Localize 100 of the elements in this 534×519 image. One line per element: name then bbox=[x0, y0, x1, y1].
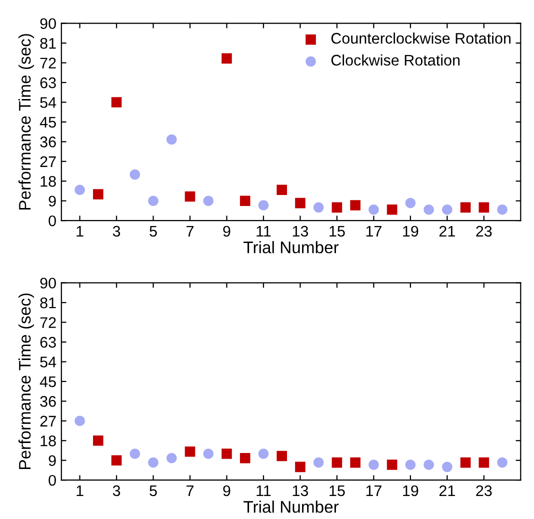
y-axis-title: Performance Time (sec) bbox=[18, 294, 34, 470]
y-tick-label: 72 bbox=[40, 58, 56, 68]
point bbox=[222, 448, 232, 459]
y-tick-label: 72 bbox=[40, 317, 56, 328]
point bbox=[222, 53, 232, 64]
point bbox=[332, 202, 342, 213]
x-tick-label: 11 bbox=[256, 226, 271, 237]
point bbox=[130, 169, 140, 180]
point bbox=[442, 204, 452, 215]
point bbox=[313, 202, 324, 213]
point bbox=[240, 196, 250, 206]
x-tick-label: 5 bbox=[150, 226, 157, 237]
x-tick-label: 3 bbox=[112, 485, 120, 496]
x-tick-label: 1 bbox=[76, 485, 84, 496]
x-tick-label: 9 bbox=[223, 485, 230, 496]
point bbox=[74, 184, 85, 196]
point bbox=[148, 196, 158, 206]
y-tick-label: 63 bbox=[40, 336, 56, 348]
point bbox=[460, 202, 471, 213]
y-tick-label: 81 bbox=[40, 297, 56, 308]
point bbox=[405, 198, 416, 208]
x-tick-label: 11 bbox=[256, 485, 271, 496]
point bbox=[295, 462, 306, 472]
point bbox=[424, 204, 434, 215]
point bbox=[184, 191, 196, 202]
point bbox=[386, 460, 398, 470]
point bbox=[258, 448, 269, 459]
y-tick-label: 0 bbox=[48, 215, 56, 226]
point bbox=[74, 416, 85, 426]
x-tick-label: 13 bbox=[292, 226, 308, 237]
x-tick-label: 17 bbox=[366, 226, 382, 237]
point bbox=[93, 189, 104, 200]
y-tick-label: 9 bbox=[48, 455, 56, 466]
x-axis-title: Trial Number bbox=[244, 500, 339, 513]
point bbox=[313, 457, 324, 468]
point bbox=[497, 457, 508, 468]
point bbox=[497, 204, 508, 215]
y-tick-label: 18 bbox=[40, 176, 56, 187]
legend-label: Clockwise Rotation bbox=[331, 54, 460, 66]
x-tick-label: 21 bbox=[439, 226, 455, 237]
y-tick-label: 90 bbox=[40, 278, 56, 289]
y-tick-label: 54 bbox=[40, 356, 56, 368]
y-axis-title: Performance Time (sec) bbox=[18, 34, 34, 210]
x-tick-label: 7 bbox=[186, 226, 194, 237]
y-tick-label: 18 bbox=[40, 436, 56, 446]
y-tick-label: 27 bbox=[40, 416, 56, 426]
x-tick-label: 23 bbox=[476, 226, 492, 237]
x-tick-label: 5 bbox=[150, 485, 157, 496]
x-tick-label: 17 bbox=[366, 485, 382, 496]
point bbox=[111, 455, 122, 466]
point bbox=[93, 435, 104, 446]
x-tick-label: 15 bbox=[330, 226, 345, 237]
x-tick-label: 9 bbox=[223, 226, 230, 237]
x-tick-label: 3 bbox=[112, 226, 120, 237]
x-axis-title: Trial Number bbox=[244, 241, 339, 254]
y-tick-label: 9 bbox=[48, 196, 56, 207]
point bbox=[166, 134, 177, 145]
point bbox=[478, 457, 490, 468]
point bbox=[166, 453, 177, 464]
point bbox=[203, 448, 214, 459]
point bbox=[295, 198, 306, 208]
x-tick-label: 13 bbox=[292, 485, 308, 496]
point bbox=[111, 97, 122, 108]
legend-label: Counterclockwise Rotation bbox=[331, 32, 510, 44]
y-tick-label: 63 bbox=[40, 77, 56, 88]
point bbox=[148, 457, 158, 468]
y-tick-label: 0 bbox=[48, 474, 56, 486]
point bbox=[332, 457, 342, 468]
x-tick-label: 15 bbox=[330, 485, 345, 496]
x-tick-label: 1 bbox=[76, 226, 84, 237]
point bbox=[478, 202, 490, 213]
point bbox=[368, 204, 379, 215]
point bbox=[350, 457, 360, 468]
point bbox=[184, 446, 196, 457]
point bbox=[203, 196, 214, 206]
y-tick-label: 45 bbox=[40, 116, 56, 128]
y-tick-label: 54 bbox=[40, 97, 56, 108]
point bbox=[405, 460, 416, 470]
point bbox=[240, 453, 250, 464]
x-tick-label: 19 bbox=[403, 226, 418, 237]
y-tick-label: 81 bbox=[40, 38, 56, 49]
point bbox=[368, 460, 379, 470]
y-tick-label: 36 bbox=[40, 136, 56, 148]
x-tick-label: 21 bbox=[439, 485, 455, 496]
point bbox=[130, 448, 140, 459]
x-tick-label: 23 bbox=[476, 485, 492, 496]
y-tick-label: 36 bbox=[40, 396, 56, 407]
point bbox=[386, 204, 398, 215]
x-tick-label: 19 bbox=[403, 485, 418, 496]
point bbox=[460, 457, 471, 468]
point bbox=[442, 462, 452, 472]
point bbox=[258, 200, 269, 210]
y-tick-label: 45 bbox=[40, 376, 56, 388]
point bbox=[350, 200, 360, 210]
point bbox=[276, 450, 287, 462]
y-tick-label: 27 bbox=[40, 156, 56, 167]
y-tick-label: 90 bbox=[40, 18, 56, 30]
point bbox=[276, 184, 287, 196]
x-tick-label: 7 bbox=[186, 485, 194, 496]
point bbox=[424, 460, 434, 470]
